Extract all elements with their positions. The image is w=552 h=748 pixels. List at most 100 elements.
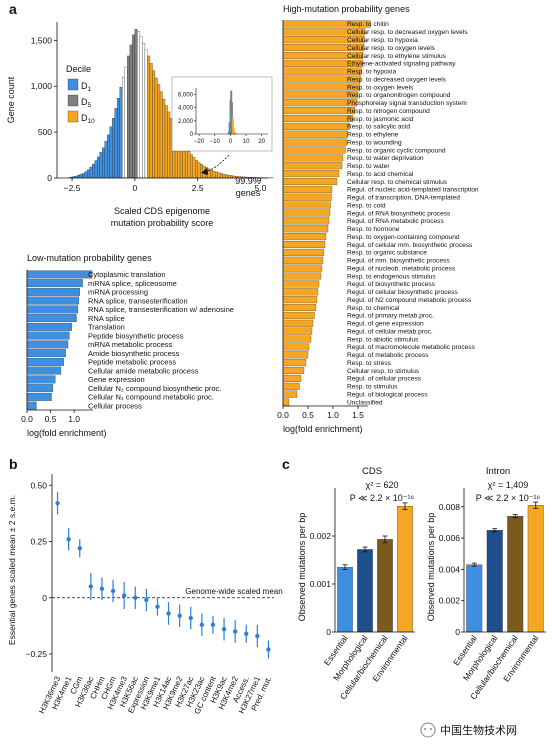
category-label: Resp. to organic cyclic compound [347, 147, 446, 154]
bar [282, 170, 340, 178]
category-label: Regul. of cellular mm. biosynthetic proc… [347, 242, 473, 249]
y-axis-title: Observed mutations per bp [426, 513, 436, 622]
bar [26, 349, 66, 358]
y-tick-label: 0.001 [310, 579, 332, 589]
x-tick-label: 0.5 [302, 410, 314, 420]
bar [282, 327, 313, 335]
category-label: Regul. of mm. biosynthetic process [347, 258, 450, 265]
histogram-bar [189, 154, 193, 179]
category-label: Resp. to abiotic stimulus [347, 336, 419, 343]
bar [282, 367, 305, 375]
bar [527, 505, 544, 633]
bar [282, 248, 325, 256]
y-tick-label: 0.50 [30, 480, 47, 490]
bar [282, 233, 327, 241]
bar [282, 241, 326, 248]
inset-y-tick-label: 6,000 [178, 93, 194, 99]
bar [26, 270, 93, 279]
bar [282, 390, 298, 398]
category-label: Resp. to cold [347, 202, 386, 209]
category-label: Cellular resp. to ethylene stimulus [347, 53, 447, 60]
x-tick-label: 5.0 [255, 183, 267, 193]
y-tick-label: 0.004 [439, 564, 461, 574]
annotation-label: genes [236, 188, 261, 198]
bar [26, 331, 70, 340]
chart-title: Intron [486, 466, 510, 477]
inset-x-tick-label: 10 [243, 139, 250, 145]
bar [282, 138, 348, 146]
histogram-bar [114, 108, 118, 179]
histogram-bar [132, 34, 136, 179]
bar [282, 185, 333, 193]
category-label: Cellular amide metabolic process [88, 366, 199, 375]
chart-title: CDS [362, 466, 382, 477]
category-label: Regul. of cellular metab.proc. [347, 328, 433, 335]
data-point [88, 584, 94, 589]
bar [466, 564, 483, 633]
data-point [144, 597, 149, 603]
category-label: Regul. of gene expression [347, 321, 424, 328]
y-tick-label: 0 [47, 173, 52, 183]
category-label: Resp. to organonitrogen compound [347, 92, 451, 99]
data-point [255, 633, 260, 639]
category-label: Resp. to stimulus [347, 384, 398, 391]
legend-swatch [67, 78, 79, 91]
data-point [66, 537, 71, 542]
y-tick-label: 0.002 [439, 596, 461, 606]
histogram-bar [117, 98, 120, 179]
x-tick-label: 0.5 [45, 414, 57, 424]
bar [26, 340, 69, 349]
bar [282, 319, 314, 327]
category-label: mRNA processing [88, 288, 148, 297]
category-label: Resp. to hormone [347, 226, 400, 233]
category-label: Ethylene-activated signaling pathway [347, 61, 456, 68]
panel-label-a: a [9, 1, 17, 17]
bar [282, 343, 310, 351]
panel-label-b: b [9, 456, 18, 472]
category-label: mRNA metabolic process [88, 340, 172, 349]
category-label: Resp. to hypoxia [347, 69, 396, 76]
category-label: Regul. of RNA biosynthetic process [347, 210, 451, 217]
histogram-bar [102, 147, 105, 179]
category-label: Cellular N₂ compound metabolic proc. [88, 393, 214, 402]
essential-genes-chart: Genome-wide scaled meanH3K36me3H3K4me1CG… [7, 474, 283, 716]
data-point [121, 593, 127, 598]
annotation-arrowhead [201, 168, 208, 175]
histogram-bar [159, 91, 163, 179]
data-point [166, 611, 171, 616]
bar [26, 296, 80, 305]
bar [282, 162, 343, 170]
bar [282, 114, 354, 122]
histogram-bar [137, 31, 141, 179]
histogram-bar [104, 141, 108, 179]
bar [486, 530, 503, 633]
y-axis-title: Observed mutations per bp [297, 513, 307, 622]
category-label: Resp. to stress [347, 360, 392, 367]
histogram-bar [227, 175, 231, 179]
inset-y-tick-label: 2,000 [178, 119, 194, 125]
histogram-bar [142, 42, 146, 179]
data-point [155, 604, 160, 609]
chart-title: Low-mutation probability genes [27, 253, 152, 263]
category-label: Resp. to salicylic acid [347, 124, 410, 131]
histogram-bar [86, 169, 90, 179]
stat-chi: χ² = 620 [366, 480, 399, 490]
inset-histogram: −20 −10 0 10 20 0 2,000 4,000 6,000 [171, 76, 273, 152]
category-label: Resp. to chitin [347, 21, 389, 28]
histogram-bar [162, 98, 166, 179]
category-label: Cellular resp. to stimulus [347, 368, 420, 375]
category-label: RNA splice, transesterification [88, 296, 188, 305]
legend-swatch [67, 110, 79, 123]
y-axis-title: Gene count [6, 76, 16, 123]
bar [282, 264, 323, 272]
histogram-bar [157, 84, 161, 179]
bar [26, 305, 79, 314]
x-tick-label: 1.5 [352, 410, 364, 420]
category-label: Resp. to endogenous stimulus [347, 273, 436, 280]
inset-x-tick-label: 0 [229, 139, 233, 145]
category-label: Regul. of biological process [347, 391, 428, 398]
data-point [210, 622, 216, 627]
category-label: Regul. of cellular process [347, 376, 422, 383]
